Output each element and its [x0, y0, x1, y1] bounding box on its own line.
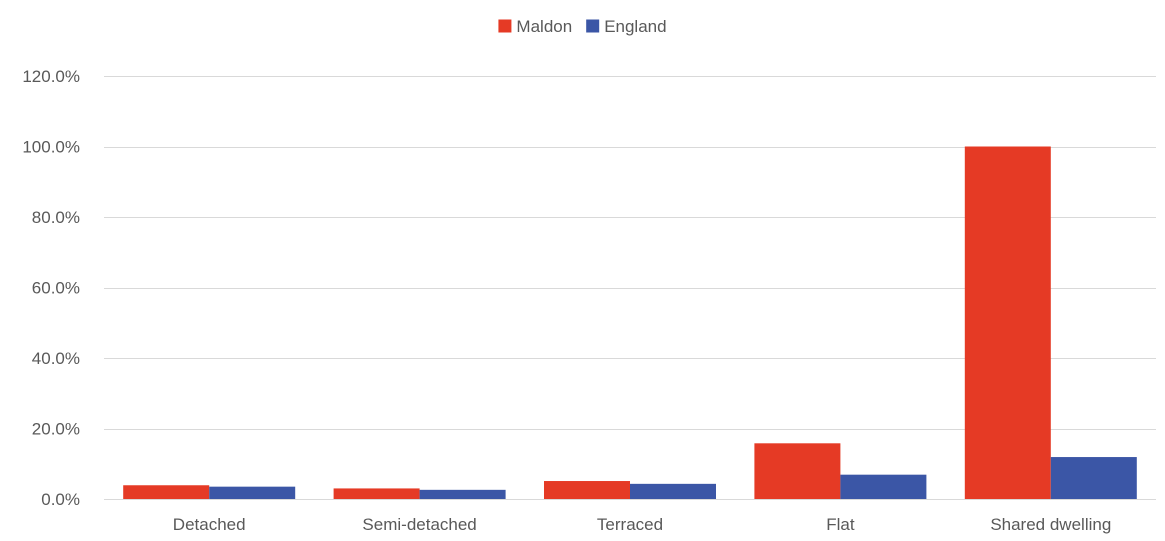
gridlines: [104, 76, 1156, 500]
legend-label: England: [604, 17, 666, 36]
bar-maldon-flat: [754, 443, 841, 499]
x-tick-label: Terraced: [597, 515, 663, 534]
y-tick-label: 20.0%: [32, 420, 80, 439]
x-tick-label: Flat: [826, 515, 855, 534]
x-tick-label: Semi-detached: [362, 515, 476, 534]
bar-england-detached: [209, 486, 296, 499]
y-tick-label: 40.0%: [32, 349, 80, 368]
y-tick-label: 120.0%: [22, 67, 80, 86]
x-tick-label: Detached: [173, 515, 246, 534]
bars: [123, 146, 1137, 499]
legend-label: Maldon: [516, 17, 572, 36]
legend: Maldon England: [498, 17, 667, 36]
bar-maldon-shared-dwelling: [964, 146, 1051, 499]
bar-maldon-terraced: [544, 481, 630, 499]
y-tick-label: 80.0%: [32, 208, 80, 227]
legend-swatch-england: [586, 19, 600, 33]
x-tick-label: Shared dwelling: [990, 515, 1111, 534]
legend-swatch-maldon: [498, 19, 512, 33]
y-axis-tick-labels: 0.0% 20.0% 40.0% 60.0% 80.0% 100.0% 120.0%: [22, 67, 80, 509]
bar-england-shared-dwelling: [1050, 457, 1137, 499]
y-tick-label: 100.0%: [22, 138, 80, 157]
bar-maldon-semi-detached: [333, 488, 420, 499]
bar-england-terraced: [630, 483, 716, 499]
y-tick-label: 0.0%: [41, 490, 80, 509]
y-tick-label: 60.0%: [32, 279, 80, 298]
bar-maldon-detached: [123, 485, 210, 499]
bar-england-semi-detached: [419, 489, 506, 499]
bar-england-flat: [840, 474, 927, 499]
x-axis-tick-labels: Detached Semi-detached Terraced Flat Shared …: [173, 515, 1111, 534]
